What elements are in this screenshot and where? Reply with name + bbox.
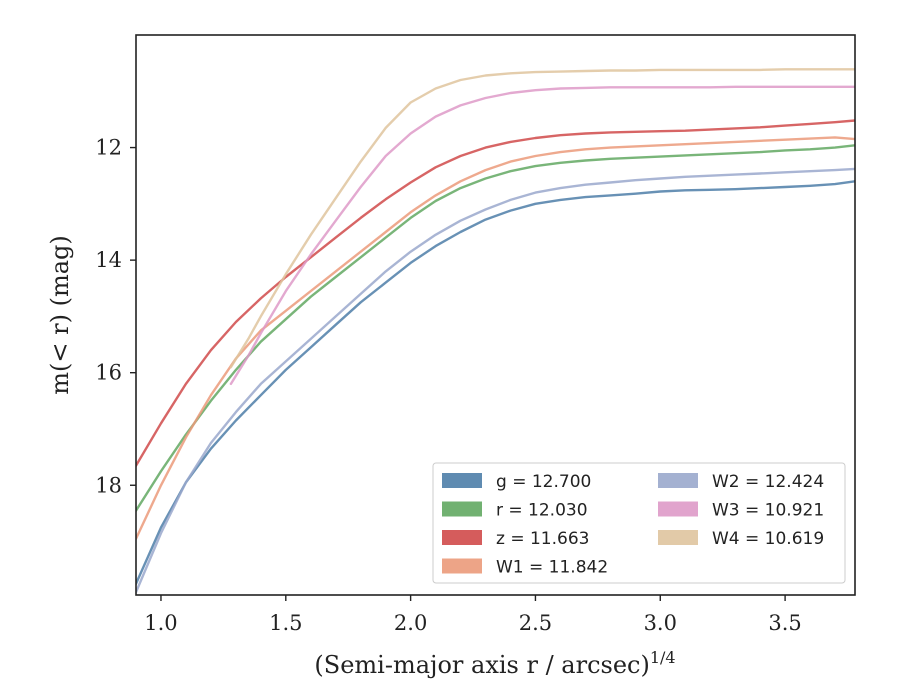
legend-label-w3: W3 = 10.921 — [712, 501, 824, 521]
legend-label-w1: W1 = 11.842 — [496, 558, 608, 578]
plot-frame — [135, 34, 856, 596]
x-tick-label: 1.5 — [269, 611, 302, 635]
y-tick-label: 14 — [95, 248, 122, 272]
legend: g = 12.700 r = 12.030 z = 11.663 W1 = 11.84… — [432, 462, 846, 584]
series-line-z — [136, 119, 855, 467]
x-axis-label-text: (Semi-major axis r / arcsec) — [314, 651, 649, 679]
series-line-w1 — [136, 136, 855, 540]
y-tick-label: 18 — [95, 473, 122, 497]
series-line-g — [136, 180, 855, 585]
legend-label-r: r = 12.030 — [496, 501, 588, 521]
y-tick-label: 16 — [95, 361, 122, 385]
legend-box — [432, 462, 846, 584]
legend-label-w4: W4 = 10.619 — [712, 529, 824, 549]
series-line-w2 — [136, 167, 855, 594]
y-tick-label: 12 — [95, 136, 122, 160]
series-line-w4 — [229, 68, 855, 369]
legend-swatch-g — [442, 473, 482, 488]
legend-swatch-w1 — [442, 558, 482, 574]
y-axis: 12 14 16 18 — [95, 136, 136, 497]
x-tick-label: 2.0 — [394, 611, 427, 635]
series-line-r — [136, 144, 855, 512]
x-tick-label: 3.0 — [644, 611, 677, 635]
x-tick-label: 3.5 — [768, 611, 801, 635]
legend-swatch-w3 — [658, 501, 698, 517]
legend-swatch-r — [442, 501, 482, 517]
legend-label-w2: W2 = 12.424 — [712, 472, 824, 492]
x-tick-label: 2.5 — [519, 611, 552, 635]
x-axis-label-exponent: 1/4 — [650, 648, 676, 667]
legend-label-g: g = 12.700 — [496, 472, 591, 492]
legend-label-z: z = 11.663 — [496, 529, 589, 549]
legend-swatch-z — [442, 530, 482, 545]
series-layer — [136, 68, 855, 594]
series-line-w3 — [229, 85, 855, 386]
legend-swatch-w4 — [658, 530, 698, 545]
x-axis: 1.0 1.5 2.0 2.5 3.0 3.5 — [144, 595, 802, 635]
x-tick-label: 1.0 — [144, 611, 177, 635]
legend-swatch-w2 — [658, 473, 698, 488]
y-axis-label: m(< r) (mag) — [46, 235, 74, 394]
x-axis-label: (Semi-major axis r / arcsec)1/4 — [314, 648, 675, 679]
